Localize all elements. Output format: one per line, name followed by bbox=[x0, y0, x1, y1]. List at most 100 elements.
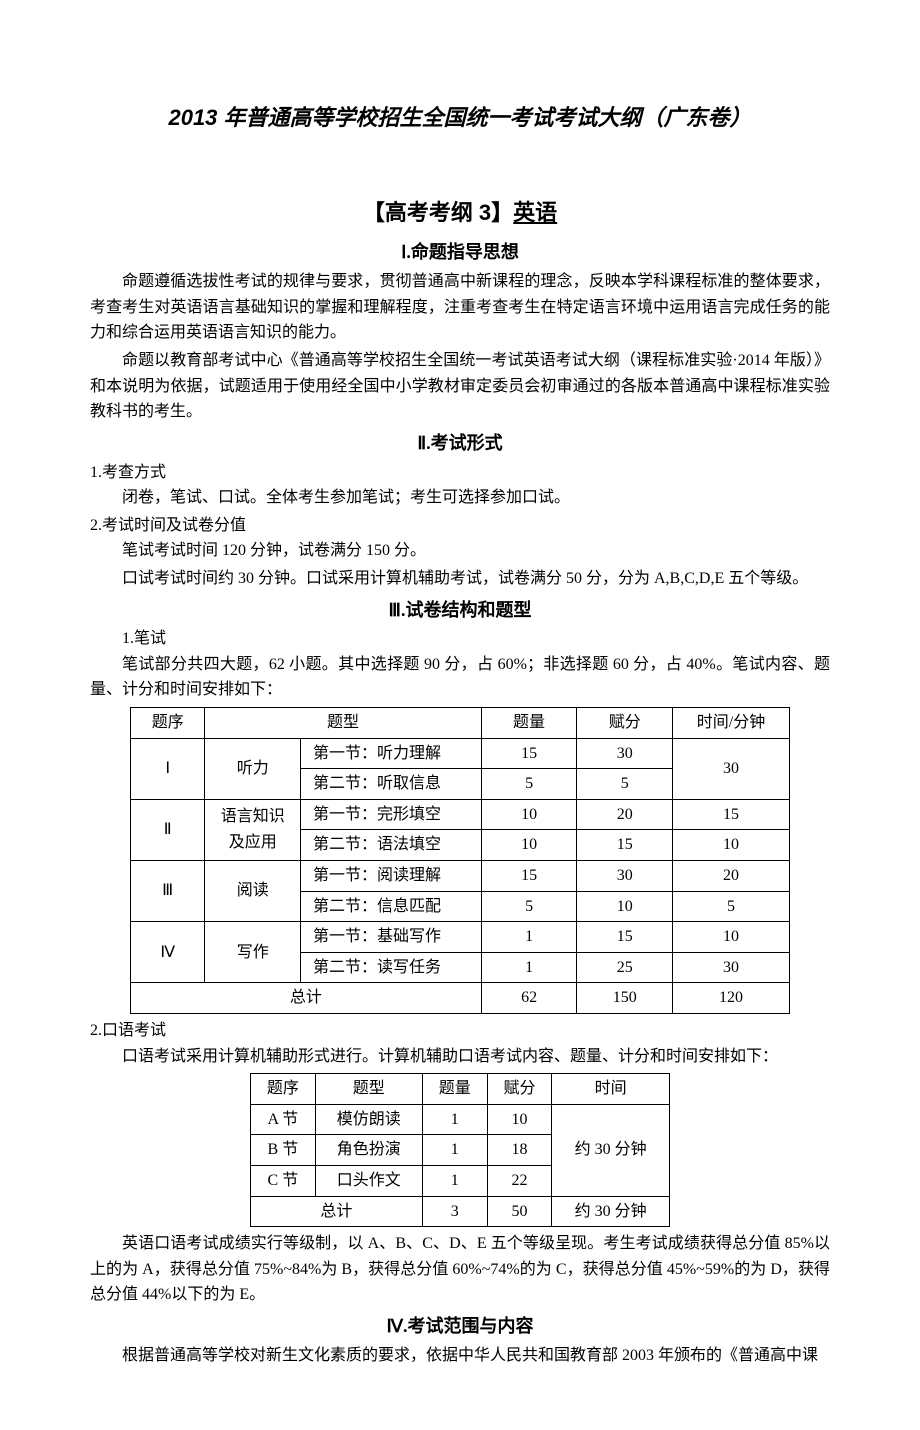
cell-sub: 第二节：信息匹配 bbox=[301, 891, 482, 922]
section-3-sub1-intro: 笔试部分共四大题，62 小题。其中选择题 90 分，占 60%；非选择题 60 … bbox=[90, 652, 830, 703]
cell-score: 22 bbox=[487, 1165, 552, 1196]
cell-score: 30 bbox=[577, 738, 673, 769]
section-2-sub2-line2: 口试考试时间约 30 分钟。口试采用计算机辅助考试，试卷满分 50 分，分为 A… bbox=[90, 566, 830, 592]
cell-sub: 第一节：阅读理解 bbox=[301, 861, 482, 892]
cell-cat: 听力 bbox=[205, 738, 301, 799]
main-title: 2013 年普通高等学校招生全国统一考试考试大纲（广东卷） bbox=[90, 100, 830, 135]
cell-time: 10 bbox=[673, 830, 790, 861]
table-row: Ⅰ 听力 第一节：听力理解 15 30 30 bbox=[131, 738, 790, 769]
th-type: 题型 bbox=[205, 708, 481, 739]
cell-sub: 第一节：听力理解 bbox=[301, 738, 482, 769]
cell-score: 15 bbox=[577, 922, 673, 953]
cell-time: 15 bbox=[673, 799, 790, 830]
cell-count: 10 bbox=[481, 799, 577, 830]
cell-score: 5 bbox=[577, 769, 673, 800]
cell-count: 10 bbox=[481, 830, 577, 861]
cell-total-time: 约 30 分钟 bbox=[552, 1196, 670, 1227]
cell-cat: 语言知识及应用 bbox=[205, 799, 301, 860]
cell-seq: Ⅲ bbox=[131, 861, 205, 922]
subtitle-prefix: 【高考考纲 3】 bbox=[363, 200, 513, 225]
written-exam-table: 题序 题型 题量 赋分 时间/分钟 Ⅰ 听力 第一节：听力理解 15 30 30… bbox=[130, 707, 790, 1014]
cell-time: 10 bbox=[673, 922, 790, 953]
th-seq: 题序 bbox=[131, 708, 205, 739]
cell-time: 约 30 分钟 bbox=[552, 1104, 670, 1196]
section-4-para-1: 根据普通高等学校对新生文化素质的要求，依据中华人民共和国教育部 2003 年颁布… bbox=[90, 1343, 830, 1369]
cell-count: 5 bbox=[481, 769, 577, 800]
table-header-row: 题序 题型 题量 赋分 时间/分钟 bbox=[131, 708, 790, 739]
cell-count: 15 bbox=[481, 861, 577, 892]
section-3-grading-para: 英语口语考试成绩实行等级制，以 A、B、C、D、E 五个等级呈现。考生考试成绩获… bbox=[90, 1231, 830, 1308]
cell-score: 25 bbox=[577, 952, 673, 983]
section-3-heading: Ⅲ.试卷结构和题型 bbox=[90, 596, 830, 625]
th-score: 赋分 bbox=[487, 1074, 552, 1105]
cell-time: 20 bbox=[673, 861, 790, 892]
cell-sub: 第一节：基础写作 bbox=[301, 922, 482, 953]
cell-score: 15 bbox=[577, 830, 673, 861]
section-3-sub2: 2.口语考试 bbox=[90, 1018, 830, 1044]
section-2-sub1-content: 闭卷，笔试、口试。全体考生参加笔试；考生可选择参加口试。 bbox=[90, 485, 830, 511]
cell-sub: 第一节：完形填空 bbox=[301, 799, 482, 830]
cell-sub: 第二节：读写任务 bbox=[301, 952, 482, 983]
section-3-sub1: 1.笔试 bbox=[90, 626, 830, 652]
table-total-row: 总计 62 150 120 bbox=[131, 983, 790, 1014]
cell-count: 1 bbox=[422, 1165, 487, 1196]
section-2-sub2-line1: 笔试考试时间 120 分钟，试卷满分 150 分。 bbox=[90, 538, 830, 564]
cell-seq: C 节 bbox=[251, 1165, 316, 1196]
section-1-heading: Ⅰ.命题指导思想 bbox=[90, 238, 830, 267]
table-total-row: 总计 3 50 约 30 分钟 bbox=[251, 1196, 670, 1227]
cell-seq: Ⅰ bbox=[131, 738, 205, 799]
cell-total-count: 62 bbox=[481, 983, 577, 1014]
cell-type: 模仿朗读 bbox=[315, 1104, 422, 1135]
cell-count: 1 bbox=[481, 922, 577, 953]
cell-total-time: 120 bbox=[673, 983, 790, 1014]
cell-cat: 写作 bbox=[205, 922, 301, 983]
cell-count: 1 bbox=[422, 1104, 487, 1135]
cell-type: 口头作文 bbox=[315, 1165, 422, 1196]
th-seq: 题序 bbox=[251, 1074, 316, 1105]
cell-count: 5 bbox=[481, 891, 577, 922]
section-3-sub2-intro: 口语考试采用计算机辅助形式进行。计算机辅助口语考试内容、题量、计分和时间安排如下… bbox=[90, 1044, 830, 1070]
section-4-heading: Ⅳ.考试范围与内容 bbox=[90, 1312, 830, 1341]
cell-total-label: 总计 bbox=[251, 1196, 423, 1227]
cell-score: 10 bbox=[577, 891, 673, 922]
cell-total-count: 3 bbox=[422, 1196, 487, 1227]
oral-exam-table: 题序 题型 题量 赋分 时间 A 节 模仿朗读 1 10 约 30 分钟 B 节… bbox=[250, 1073, 670, 1227]
cell-sub: 第二节：语法填空 bbox=[301, 830, 482, 861]
table-row: Ⅲ 阅读 第一节：阅读理解 15 30 20 bbox=[131, 861, 790, 892]
cell-count: 1 bbox=[422, 1135, 487, 1166]
th-time: 时间/分钟 bbox=[673, 708, 790, 739]
section-1-para-2: 命题以教育部考试中心《普通高等学校招生全国统一考试英语考试大纲（课程标准实验·2… bbox=[90, 348, 830, 425]
cell-total-score: 50 bbox=[487, 1196, 552, 1227]
cell-total-score: 150 bbox=[577, 983, 673, 1014]
table-row: A 节 模仿朗读 1 10 约 30 分钟 bbox=[251, 1104, 670, 1135]
cell-score: 18 bbox=[487, 1135, 552, 1166]
table-row: Ⅱ 语言知识及应用 第一节：完形填空 10 20 15 bbox=[131, 799, 790, 830]
section-1-para-1: 命题遵循选拔性考试的规律与要求，贯彻普通高中新课程的理念，反映本学科课程标准的整… bbox=[90, 269, 830, 346]
cell-count: 15 bbox=[481, 738, 577, 769]
cell-seq: Ⅱ bbox=[131, 799, 205, 860]
cell-score: 30 bbox=[577, 861, 673, 892]
cell-seq: A 节 bbox=[251, 1104, 316, 1135]
th-score: 赋分 bbox=[577, 708, 673, 739]
cell-score: 20 bbox=[577, 799, 673, 830]
cell-time: 30 bbox=[673, 952, 790, 983]
section-2-sub2: 2.考试时间及试卷分值 bbox=[90, 513, 830, 539]
table-row: Ⅳ 写作 第一节：基础写作 1 15 10 bbox=[131, 922, 790, 953]
cell-sub: 第二节：听取信息 bbox=[301, 769, 482, 800]
subtitle-subject: 英语 bbox=[513, 200, 557, 225]
th-time: 时间 bbox=[552, 1074, 670, 1105]
cell-seq: B 节 bbox=[251, 1135, 316, 1166]
cell-count: 1 bbox=[481, 952, 577, 983]
cell-type: 角色扮演 bbox=[315, 1135, 422, 1166]
cell-score: 10 bbox=[487, 1104, 552, 1135]
cell-time: 30 bbox=[673, 738, 790, 799]
th-count: 题量 bbox=[481, 708, 577, 739]
section-2-heading: Ⅱ.考试形式 bbox=[90, 429, 830, 458]
cell-cat: 阅读 bbox=[205, 861, 301, 922]
section-2-sub1: 1.考查方式 bbox=[90, 460, 830, 486]
cell-total-label: 总计 bbox=[131, 983, 482, 1014]
table-header-row: 题序 题型 题量 赋分 时间 bbox=[251, 1074, 670, 1105]
subtitle: 【高考考纲 3】英语 bbox=[90, 195, 830, 230]
th-count: 题量 bbox=[422, 1074, 487, 1105]
cell-seq: Ⅳ bbox=[131, 922, 205, 983]
